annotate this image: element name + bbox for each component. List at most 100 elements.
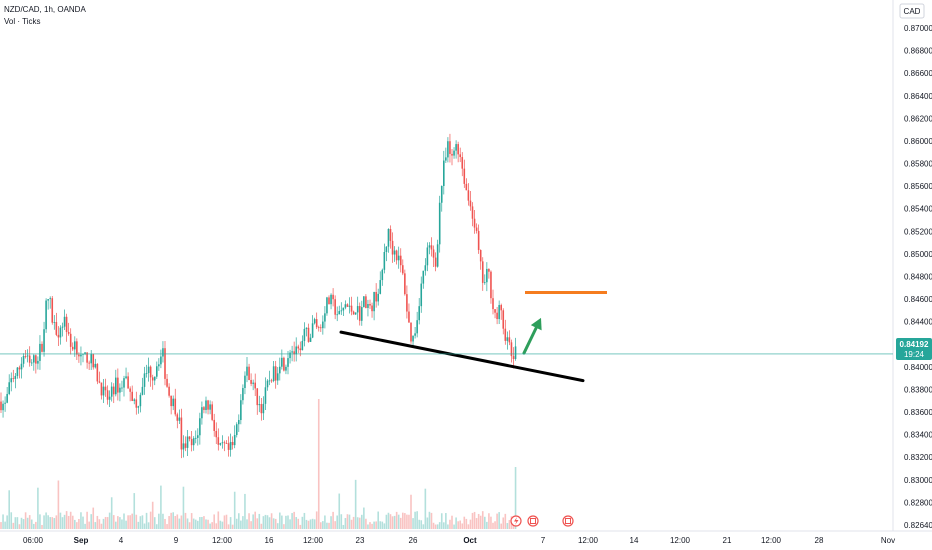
price-scale[interactable]: 0.87000 0.86800 0.86600 0.86400 0.86200 0.860…	[904, 24, 932, 530]
candle-body	[80, 354, 82, 357]
candle-body	[37, 360, 39, 364]
candle-body	[53, 321, 56, 323]
candle-body	[463, 168, 466, 184]
candle-body	[430, 245, 433, 250]
candle-body	[143, 373, 146, 387]
candle-body	[377, 293, 379, 302]
candle-body	[281, 357, 283, 367]
volume-bar	[410, 494, 412, 529]
volume-bar	[264, 514, 267, 529]
up-arrow-icon[interactable]	[530, 317, 542, 331]
volume-bar	[481, 511, 484, 529]
candle-body	[186, 436, 189, 448]
volume-bar	[172, 512, 174, 529]
candle-body	[496, 312, 498, 320]
symbol-title[interactable]: NZD/CAD, 1h, OANDA	[4, 5, 86, 14]
volume-bar	[4, 521, 6, 529]
volume-bar	[453, 524, 455, 529]
volume-bar	[475, 518, 478, 529]
volume-bar	[320, 522, 322, 529]
candle-body	[385, 246, 388, 252]
volume-bar	[125, 520, 127, 529]
currency-box[interactable]	[899, 3, 925, 19]
time-tick-label: 26	[409, 536, 418, 545]
economic-event-icon-2[interactable]	[562, 515, 574, 527]
support-trend-line[interactable]	[339, 330, 585, 383]
candle-body	[18, 367, 21, 370]
volume-bar	[424, 488, 427, 529]
time-scale[interactable]: 06:00 Sep 4 9 12:00 16 12:00 23 26 Oct 7 12:00 14 12:…	[23, 536, 895, 545]
volume-bar	[135, 514, 138, 529]
volume-bar	[67, 515, 70, 529]
price-tick-label: 0.83600	[904, 408, 932, 417]
candle-body	[41, 343, 43, 352]
candle-body	[22, 356, 25, 364]
volume-bar	[358, 517, 361, 529]
price-tick-label: 0.83800	[904, 385, 932, 394]
price-tick-label: 0.86000	[904, 137, 932, 146]
volume-bar	[420, 520, 423, 529]
price-tick-label: 0.83000	[904, 476, 932, 485]
volume-bar	[449, 519, 451, 529]
candle-body	[424, 265, 427, 271]
candle-body	[443, 160, 445, 186]
volume-bar	[207, 519, 209, 529]
volume-bar	[389, 514, 392, 529]
volume-bar	[305, 519, 308, 529]
candle-body	[354, 312, 357, 315]
volume-bar	[182, 486, 185, 529]
volume-bar	[22, 519, 25, 529]
bar-countdown: 19:24	[904, 350, 925, 359]
candle-body	[336, 314, 338, 316]
volume-bar	[47, 515, 49, 529]
candle-body	[457, 144, 459, 155]
volume-bar	[354, 479, 357, 529]
volume-bar	[26, 517, 29, 529]
volume-bar	[258, 513, 261, 529]
candle-body	[235, 424, 238, 436]
volume-bar	[174, 516, 177, 529]
candle-body	[112, 386, 115, 395]
volume-bar	[250, 521, 252, 529]
candle-body	[373, 291, 375, 312]
candle-body	[449, 141, 451, 154]
time-tick-label: 14	[630, 536, 639, 545]
drawing-layer[interactable]	[0, 290, 893, 383]
volume-indicator-label[interactable]: Vol · Ticks	[4, 17, 41, 26]
volume-bar	[508, 520, 511, 529]
economic-event-icon[interactable]	[527, 515, 539, 527]
volume-bar	[51, 517, 54, 529]
up-arrow-shaft[interactable]	[522, 326, 538, 355]
candle-body	[141, 386, 144, 395]
volume-bar	[274, 518, 277, 529]
volume-bar	[244, 493, 246, 529]
volume-bar	[328, 522, 330, 529]
candle-body	[139, 394, 142, 407]
volume-bar	[123, 513, 125, 529]
candle-body	[117, 377, 119, 393]
volume-bar	[156, 524, 158, 529]
time-tick-label: 12:00	[212, 536, 233, 545]
volume-bar	[445, 513, 447, 529]
candle-body	[274, 366, 277, 381]
volume-bar	[168, 516, 170, 529]
candle-body	[412, 335, 414, 342]
flash-event-icon[interactable]	[510, 515, 522, 527]
candle-body	[408, 311, 410, 323]
candle-body	[512, 356, 515, 360]
volume-bar	[71, 515, 74, 529]
candle-body	[479, 250, 482, 262]
volume-bar	[303, 512, 306, 529]
candle-body	[445, 157, 447, 161]
volume-bar	[315, 511, 318, 529]
volume-bar	[10, 512, 13, 529]
price-tick-label: 0.86200	[904, 114, 932, 123]
candle-body	[490, 271, 492, 299]
candle-body	[406, 294, 408, 312]
currency-label: CAD	[904, 7, 921, 16]
volume-bar	[180, 515, 183, 529]
volume-bar	[504, 513, 507, 529]
price-tick-label: 0.85200	[904, 227, 932, 236]
candle-body	[61, 326, 64, 328]
